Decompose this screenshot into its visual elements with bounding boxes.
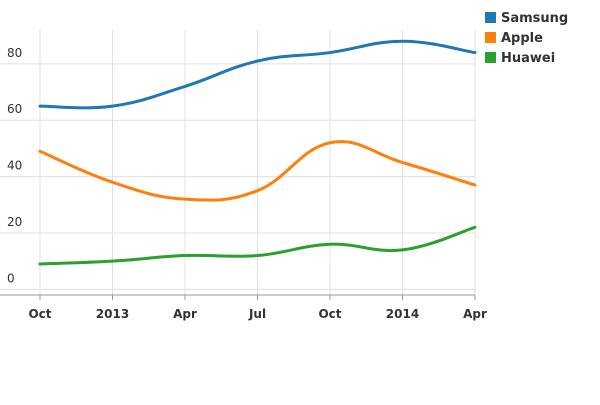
series-line-apple	[38, 140, 477, 202]
x-tick-label: 2014	[386, 307, 419, 321]
x-tick-label: Oct	[318, 307, 341, 321]
x-tick-label: Apr	[173, 307, 197, 321]
series-line-huawei	[38, 225, 477, 266]
y-tick-label: 40	[7, 159, 22, 173]
legend-swatch-apple	[485, 32, 496, 43]
y-tick-label: 60	[7, 102, 22, 116]
y-tick-label: 80	[7, 46, 22, 60]
legend-swatch-samsung	[485, 12, 496, 23]
x-tick-label: Apr	[463, 307, 487, 321]
y-tick-label: 20	[7, 215, 22, 229]
legend: Samsung Apple Huawei	[485, 11, 568, 66]
series-lines	[38, 39, 477, 266]
series-line-samsung	[38, 39, 477, 110]
x-tick-label: Jul	[248, 307, 266, 321]
legend-swatch-huawei	[485, 52, 496, 63]
legend-label-apple: Apple	[501, 31, 543, 46]
y-tick-label: 0	[7, 271, 15, 285]
axes: 0 20 40 60 80 Oct 2013 Apr Jul Oct 2014 Apr	[0, 46, 487, 321]
legend-label-huawei: Huawei	[501, 51, 555, 66]
x-tick-label: 2013	[96, 307, 129, 321]
legend-label-samsung: Samsung	[501, 11, 568, 26]
x-tick-label: Oct	[28, 307, 51, 321]
